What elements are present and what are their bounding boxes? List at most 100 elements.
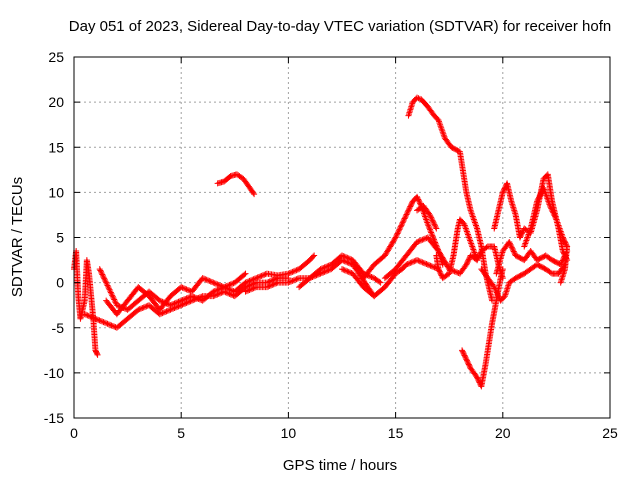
data-point	[95, 316, 102, 323]
data-point	[391, 235, 398, 242]
data-point	[94, 350, 101, 357]
data-point	[475, 254, 482, 261]
data-point	[419, 259, 426, 266]
data-point	[431, 221, 438, 228]
data-point	[414, 239, 421, 246]
data-point	[465, 257, 472, 264]
data-point	[179, 297, 186, 304]
data-point	[243, 288, 250, 295]
data-point	[547, 204, 554, 211]
data-point	[259, 272, 266, 279]
data-point	[476, 251, 483, 258]
data-point	[427, 228, 434, 235]
data-point	[340, 253, 347, 260]
data-point	[493, 289, 500, 296]
data-point	[432, 224, 439, 231]
data-point	[207, 278, 214, 285]
data-point	[400, 216, 407, 223]
data-point	[105, 321, 112, 328]
data-point	[416, 258, 423, 265]
data-point	[516, 234, 523, 241]
data-point	[511, 249, 518, 256]
data-point	[162, 308, 169, 315]
data-point	[424, 220, 431, 227]
data-point	[211, 280, 218, 287]
data-point	[205, 277, 211, 284]
data-point	[423, 261, 430, 268]
data-point	[97, 317, 104, 324]
data-point	[411, 258, 418, 265]
data-point	[94, 351, 101, 358]
data-point	[465, 361, 472, 368]
data-point	[210, 288, 217, 295]
data-point	[415, 95, 422, 102]
data-point	[102, 278, 109, 285]
data-point	[250, 189, 257, 196]
series-arc-d	[103, 270, 249, 318]
data-point	[213, 287, 220, 294]
data-point	[559, 234, 566, 241]
data-point	[247, 286, 254, 293]
data-point	[393, 233, 400, 240]
data-point	[104, 282, 111, 289]
data-point	[267, 282, 274, 289]
y-tick-label: 10	[48, 184, 64, 200]
data-point	[202, 276, 209, 283]
data-point	[548, 205, 555, 212]
data-point	[180, 296, 187, 303]
y-tick-label: 5	[56, 230, 64, 246]
data-point	[403, 211, 410, 218]
data-point	[404, 261, 411, 268]
data-point	[190, 293, 197, 300]
data-point	[199, 275, 206, 282]
data-point	[203, 276, 210, 283]
data-point	[405, 207, 412, 214]
data-point	[285, 279, 292, 286]
series-arc-b	[81, 275, 292, 331]
data-point	[432, 222, 439, 229]
data-point	[108, 290, 115, 297]
data-point	[499, 266, 506, 273]
data-point	[226, 281, 233, 288]
data-point	[560, 235, 567, 242]
data-point	[250, 276, 257, 283]
data-point	[425, 223, 432, 230]
data-point	[395, 227, 402, 234]
x-tick-label: 15	[388, 425, 404, 441]
data-point	[407, 259, 414, 266]
data-point	[115, 302, 122, 309]
data-point	[105, 283, 112, 290]
data-point	[508, 244, 515, 251]
data-point	[289, 277, 296, 284]
data-point	[178, 297, 185, 304]
data-point	[410, 258, 417, 265]
data-point	[213, 280, 220, 287]
data-point	[534, 197, 541, 204]
data-point	[176, 298, 183, 305]
data-point	[429, 217, 436, 224]
y-tick-label: 15	[48, 139, 64, 155]
data-point	[347, 269, 354, 276]
data-point	[415, 197, 422, 204]
data-point	[494, 290, 501, 297]
data-point	[99, 271, 106, 278]
data-point	[430, 218, 437, 225]
data-point	[105, 285, 112, 292]
data-point	[290, 277, 297, 284]
data-point	[368, 273, 375, 280]
data-point	[518, 230, 525, 237]
data-point	[293, 276, 300, 283]
data-point	[340, 266, 347, 273]
data-point	[408, 200, 415, 207]
data-point	[158, 298, 165, 305]
data-point	[285, 270, 292, 277]
data-point	[419, 236, 426, 243]
data-point	[491, 285, 498, 292]
data-point	[107, 289, 114, 296]
data-point	[255, 273, 262, 280]
data-point	[537, 190, 544, 197]
data-point	[174, 299, 181, 306]
data-point	[241, 271, 248, 278]
data-point	[420, 259, 427, 266]
data-point	[463, 261, 470, 268]
